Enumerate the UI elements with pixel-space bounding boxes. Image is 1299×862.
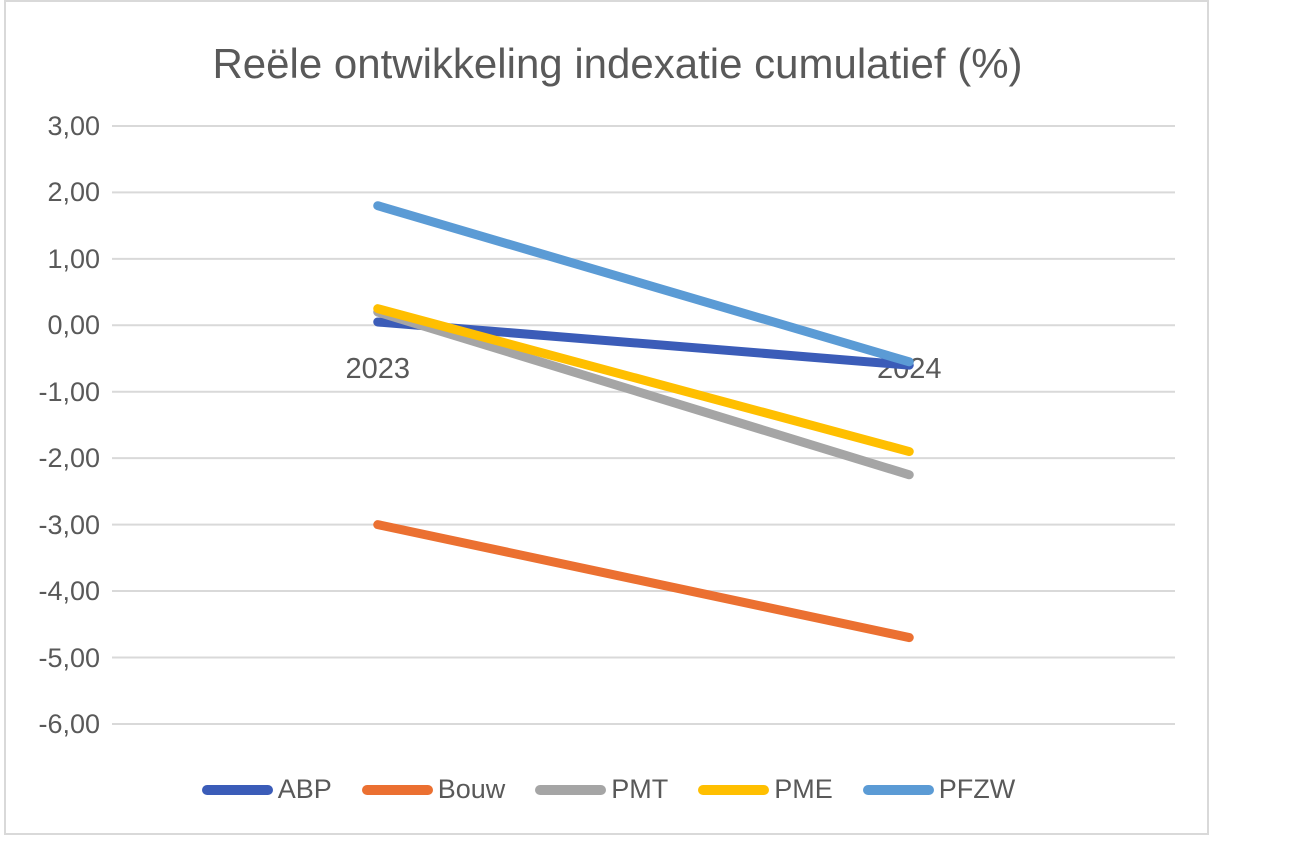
y-tick-label: -4,00 bbox=[38, 576, 100, 607]
legend-label: PMT bbox=[611, 774, 669, 804]
y-tick-label: -3,00 bbox=[38, 509, 100, 540]
y-tick-label: -5,00 bbox=[38, 642, 100, 673]
legend-item-pfzw[interactable]: PFZW bbox=[862, 774, 1016, 805]
legend-swatch-icon bbox=[201, 784, 273, 795]
series-line-pfzw[interactable] bbox=[373, 201, 914, 367]
y-tick-label: 0,00 bbox=[47, 310, 100, 341]
y-tick-label: 3,00 bbox=[47, 110, 100, 141]
legend-item-bouw[interactable]: Bouw bbox=[361, 774, 506, 805]
y-tick-label: 2,00 bbox=[47, 177, 100, 208]
y-tick-label: 1,00 bbox=[47, 243, 100, 274]
chart-legend: ABP Bouw PMT PME PFZW bbox=[5, 774, 1212, 805]
y-tick-label: -2,00 bbox=[38, 443, 100, 474]
series-line-bouw[interactable] bbox=[373, 520, 914, 643]
legend-label: ABP bbox=[277, 774, 332, 804]
chart-title: Reële ontwikkeling indexatie cumulatief … bbox=[212, 40, 1023, 87]
legend-label: PME bbox=[774, 774, 833, 804]
legend-swatch-icon bbox=[535, 784, 607, 795]
series-line-pme[interactable] bbox=[373, 304, 914, 457]
legend-item-abp[interactable]: ABP bbox=[201, 774, 332, 805]
y-tick-label: -1,00 bbox=[38, 376, 100, 407]
legend-swatch-icon bbox=[862, 784, 934, 795]
series-line-pmt[interactable] bbox=[373, 307, 914, 480]
x-axis-label-2023: 2023 bbox=[345, 353, 410, 385]
legend-label: PFZW bbox=[938, 774, 1016, 804]
legend-label: Bouw bbox=[437, 774, 506, 804]
y-tick-label: -6,00 bbox=[38, 708, 100, 739]
legend-item-pmt[interactable]: PMT bbox=[535, 774, 668, 805]
chart-frame[interactable] bbox=[4, 0, 1209, 835]
legend-swatch-icon bbox=[361, 784, 433, 795]
legend-swatch-icon bbox=[698, 784, 770, 795]
legend-item-pme[interactable]: PME bbox=[698, 774, 833, 805]
